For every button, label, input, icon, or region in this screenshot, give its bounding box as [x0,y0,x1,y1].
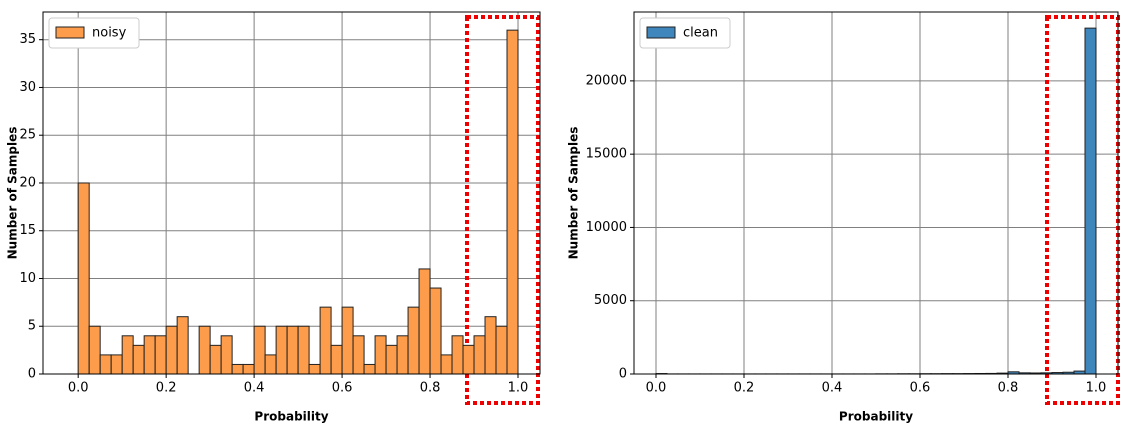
bar [143,335,156,375]
bar [176,316,189,375]
bar [418,268,431,375]
bar [352,335,365,375]
y-tick-label: 15 [19,223,36,238]
y-tick-label: 20 [19,175,36,190]
bar [363,363,376,375]
y-tick-label: 5 [28,319,36,334]
y-axis-label: Number of Samples [6,127,20,260]
y-tick-label: 0 [619,367,627,382]
y-tick-label: 10 [19,271,36,286]
bar [484,316,497,375]
y-tick-label: 20000 [586,73,627,88]
bar [242,363,255,375]
bar [341,306,354,375]
x-tick-label: 0.4 [822,381,843,396]
bar [99,354,112,375]
bar [308,363,321,375]
bar [275,325,288,375]
legend-label: clean [683,26,718,41]
y-tick-label: 25 [19,128,36,143]
y-tick-label: 5000 [594,293,627,308]
bar [297,325,310,375]
legend-swatch [646,26,676,39]
bar [495,325,508,375]
bar [473,335,486,375]
legend-label: noisy [92,26,127,41]
x-tick-label: 0.8 [420,381,441,396]
x-tick-label: 0.0 [68,381,89,396]
legend-box [48,17,140,49]
legend-swatch [55,26,85,39]
y-tick-label: 0 [28,367,36,382]
bar [1084,27,1097,375]
bar [264,354,277,375]
y-tick-label: 15000 [586,147,627,162]
x-axis-label: Probability [839,410,913,424]
x-tick-label: 0.0 [646,381,667,396]
x-tick-label: 0.8 [998,381,1019,396]
bar [132,344,145,375]
bar [110,354,123,375]
y-tick-label: 35 [19,32,36,47]
bar [154,335,167,375]
bar [462,344,475,375]
bar [451,335,464,375]
y-tick-label: 10000 [586,220,627,235]
bar [253,325,266,375]
bar [286,325,299,375]
bar [319,306,332,375]
highlight-box [1045,15,1120,405]
bar [330,344,343,375]
x-tick-label: 1.0 [508,381,529,396]
plot-frame [633,11,1119,375]
bar [209,344,222,375]
x-tick-label: 0.2 [734,381,755,396]
y-axis-label: Number of Samples [567,127,581,260]
legend-box [639,17,731,49]
y-tick-label: 30 [19,80,36,95]
x-tick-label: 1.0 [1086,381,1107,396]
bar [220,335,233,375]
bar [165,325,178,375]
bar [506,29,519,375]
bar [396,335,409,375]
x-tick-label: 0.6 [910,381,931,396]
bar [374,335,387,375]
bar [231,363,244,375]
bar [121,335,134,375]
bar [77,182,90,375]
bar [198,325,211,375]
x-tick-label: 0.2 [156,381,177,396]
bar [88,325,101,375]
x-tick-label: 0.4 [244,381,265,396]
x-tick-label: 0.6 [332,381,353,396]
x-axis-label: Probability [254,410,328,424]
bar [429,287,442,375]
bar [385,344,398,375]
bar [407,306,420,375]
highlight-box [465,15,540,405]
bar [440,354,453,375]
plot-frame [42,11,541,375]
